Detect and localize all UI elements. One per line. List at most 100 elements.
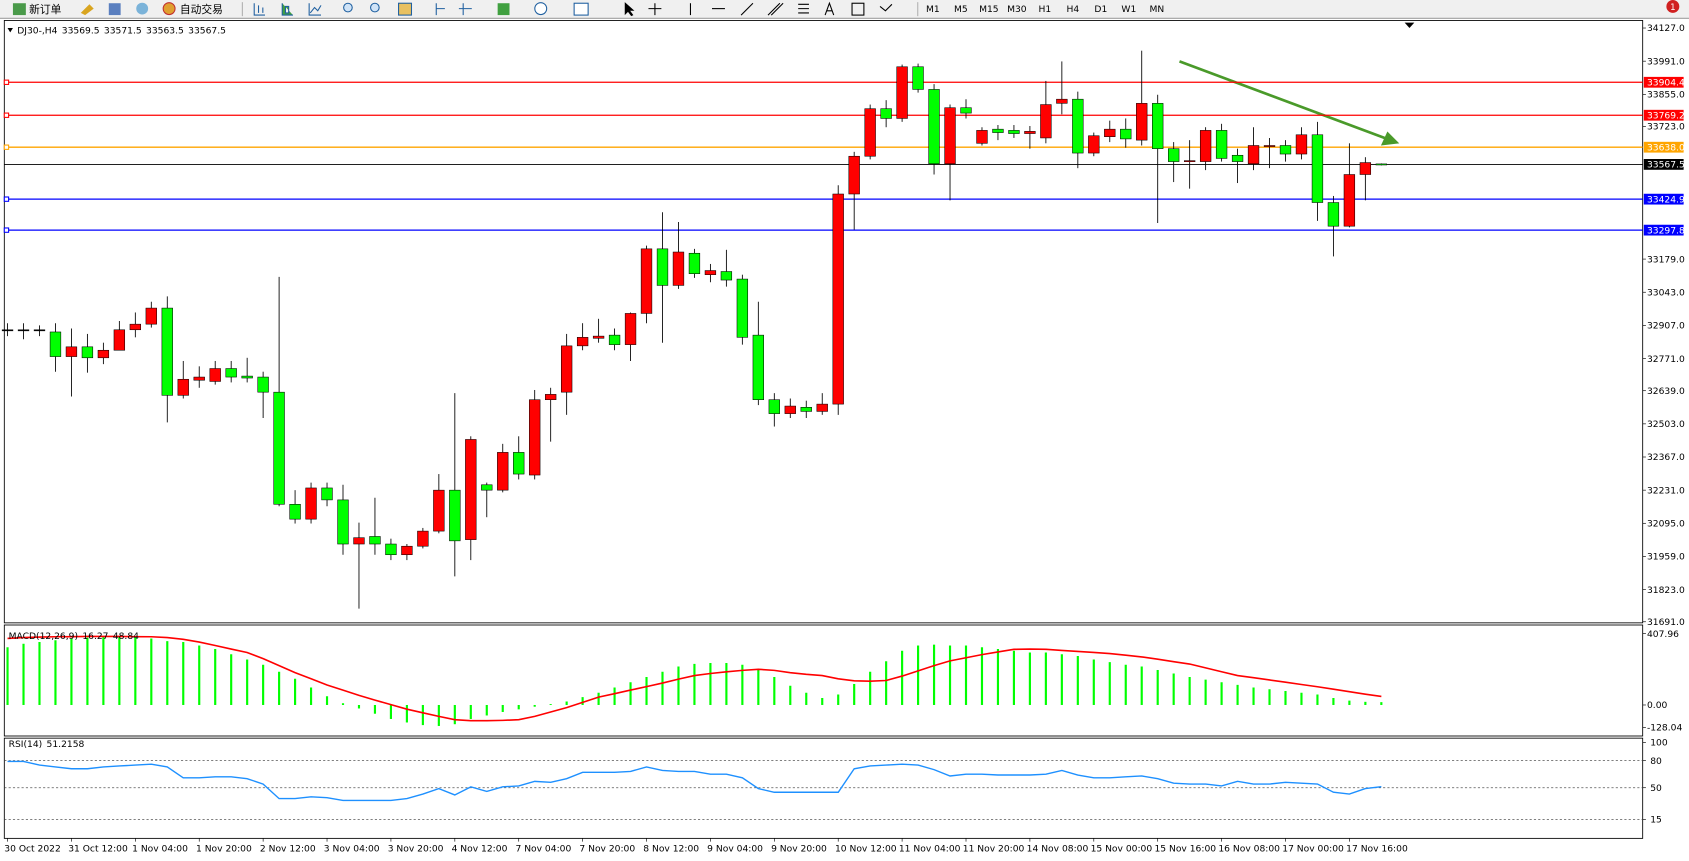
candle-body: [321, 487, 333, 501]
candle-body: [624, 313, 637, 345]
candle-body: [768, 399, 780, 414]
new-order-button[interactable]: 新订单: [29, 3, 62, 16]
candle-body: [1088, 135, 1100, 154]
x-tick-label: 17 Nov 16:00: [1346, 844, 1408, 854]
zoom-out-icon[interactable]: [370, 2, 380, 13]
x-tick-label: 11 Nov 04:00: [899, 844, 961, 854]
candle-body: [560, 345, 573, 393]
header-value: 48.84: [113, 632, 139, 642]
candle-body: [928, 89, 940, 165]
new-order-icon[interactable]: [12, 3, 26, 16]
notification-badge[interactable]: [1666, 0, 1680, 13]
timeframe-button[interactable]: H4: [1067, 5, 1080, 15]
y-tick-label: 33723.0: [1647, 123, 1685, 133]
candle-body: [529, 399, 541, 476]
candle-body: [1375, 163, 1387, 166]
timeframe-button[interactable]: MN: [1150, 5, 1165, 15]
candle-body: [704, 270, 717, 275]
trendline-icon[interactable]: [740, 2, 754, 16]
header-value: 51.2158: [47, 740, 85, 750]
current-price-label: 33567.5: [1647, 161, 1685, 171]
timeframe-button[interactable]: W1: [1121, 5, 1136, 15]
line-chart-icon[interactable]: [308, 3, 322, 16]
x-tick-label: 3 Nov 04:00: [324, 844, 380, 854]
y-tick-label: 34127.0: [1647, 24, 1685, 34]
candle-body: [1343, 174, 1356, 227]
header-value: MACD(12,26,9): [9, 632, 78, 642]
timeframe-button[interactable]: M5: [954, 5, 968, 15]
bar-chart-icon[interactable]: [253, 3, 265, 16]
templates-icon[interactable]: [573, 2, 589, 16]
timeframe-button[interactable]: M1: [926, 5, 940, 15]
symbol-marker: [7, 28, 13, 33]
candle-body: [65, 346, 78, 357]
trend-arrow: [1179, 60, 1388, 141]
candle-body: [784, 405, 796, 414]
candle-body: [257, 376, 269, 393]
candle-body: [1231, 154, 1244, 162]
candle-body: [832, 193, 844, 405]
y-tick-label: 31823.0: [1647, 586, 1685, 596]
candle-body: [337, 499, 349, 545]
timeframe-button[interactable]: D1: [1094, 5, 1107, 15]
level-label: 33638.0: [1647, 143, 1685, 153]
candle-body: [608, 334, 621, 345]
crosshair-icon[interactable]: [648, 3, 662, 16]
y-tick-label: 33179.0: [1647, 255, 1685, 265]
text-tool-icon[interactable]: [824, 1, 835, 16]
channel-icon[interactable]: [767, 2, 784, 16]
y-tick-label: 50: [1650, 784, 1662, 794]
candle-body: [976, 130, 988, 144]
x-tick-label: 9 Nov 20:00: [771, 844, 827, 854]
badge-count[interactable]: 1: [1670, 3, 1675, 13]
candle-body: [640, 248, 653, 314]
y-tick-label: 31959.0: [1647, 553, 1685, 563]
timeframe-button[interactable]: H1: [1039, 5, 1052, 15]
header-value: RSI(14): [9, 740, 43, 750]
candle-body: [305, 487, 317, 520]
tile-icon[interactable]: [398, 2, 413, 16]
tool-icon[interactable]: [80, 4, 94, 16]
arrows-icon[interactable]: [879, 3, 893, 12]
candle-body: [33, 329, 46, 332]
tool-icon[interactable]: [108, 3, 121, 16]
timeframe-button[interactable]: M15: [979, 5, 999, 15]
candle-body: [800, 407, 812, 412]
candle-icon[interactable]: [281, 3, 293, 16]
panels: [3, 20, 1644, 839]
main-panel: [3, 20, 1644, 624]
y-tick-label: 32231.0: [1647, 486, 1685, 496]
indicators-icon[interactable]: [497, 3, 510, 16]
candle-body: [353, 537, 365, 545]
candle-body: [1168, 148, 1180, 162]
x-tick-label: 3 Nov 20:00: [388, 844, 444, 854]
auto-trading-button[interactable]: 自动交易: [180, 3, 223, 16]
label-tool-icon[interactable]: [851, 2, 865, 16]
candle-body: [896, 66, 908, 119]
zoom-in-icon[interactable]: [343, 2, 353, 13]
fibo-icon[interactable]: [798, 3, 809, 14]
y-tick-label: 32907.0: [1647, 322, 1685, 332]
level-label-bg: [1643, 224, 1684, 236]
y-tick-label: 32503.0: [1647, 420, 1685, 430]
toolbar-bg: [0, 0, 1689, 19]
scroll-icon[interactable]: [435, 3, 445, 16]
candle-body: [417, 530, 429, 547]
x-tick-label: 8 Nov 12:00: [643, 844, 699, 854]
x-tick-label: 1 Nov 04:00: [132, 844, 188, 854]
periods-icon[interactable]: [534, 2, 548, 16]
y-tick-label: 0.00: [1647, 701, 1668, 711]
x-tick-label: 7 Nov 20:00: [579, 844, 635, 854]
candle-body: [864, 108, 876, 157]
candle-body: [241, 375, 253, 379]
timeframe-button[interactable]: M30: [1007, 5, 1027, 15]
shift-icon[interactable]: [458, 3, 472, 16]
candle-body: [49, 331, 62, 357]
candle-body: [1056, 98, 1068, 104]
auto-trading-icon[interactable]: [162, 2, 176, 16]
x-tick-label: 7 Nov 04:00: [515, 844, 571, 854]
tool-icon[interactable]: [136, 2, 149, 15]
candle-body: [177, 378, 189, 396]
cursor-icon[interactable]: [624, 2, 635, 17]
